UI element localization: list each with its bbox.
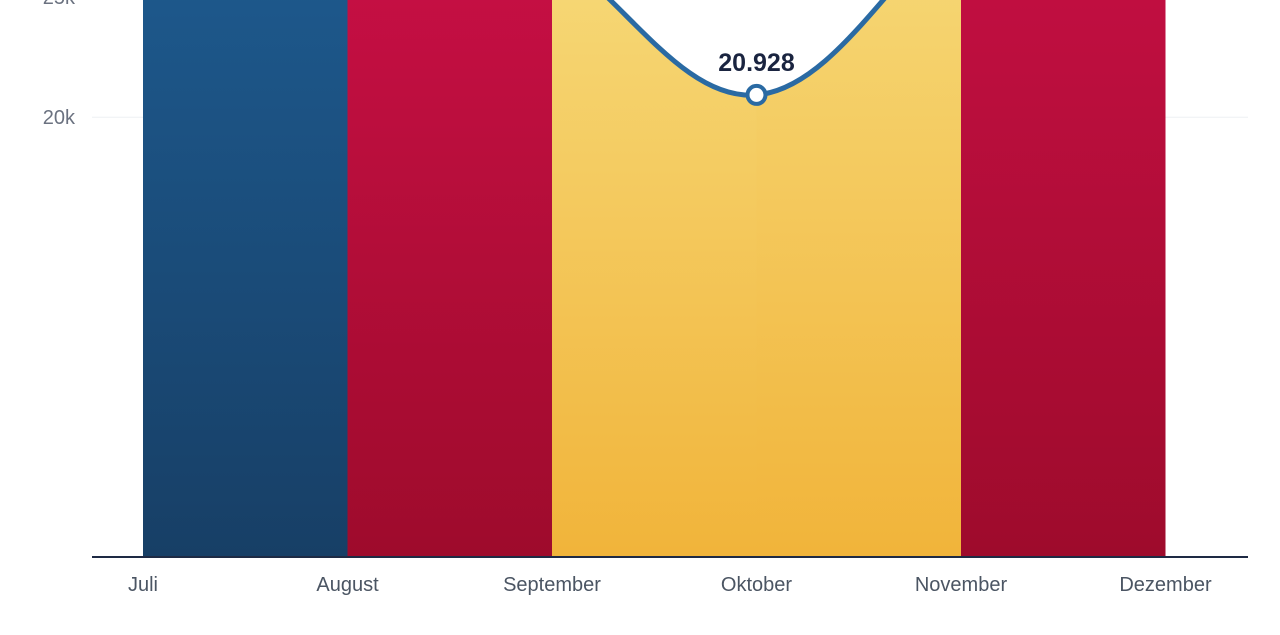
data-point-oktober (745, 83, 768, 106)
x-tick-label-oktober: Oktober (721, 574, 792, 596)
x-tick-label-september: September (503, 574, 601, 596)
x-tick-label-august: August (316, 574, 379, 596)
data-points (745, 83, 768, 106)
area-segment-november (961, 0, 1166, 557)
x-tick-label-juli: Juli (128, 574, 158, 596)
line-segment (606, 0, 759, 98)
series-line (606, 0, 887, 98)
area-segment-september (552, 0, 757, 557)
line-segment (754, 0, 887, 98)
data-label-oktober: 20.928 (718, 49, 795, 77)
area-segment-juli (143, 0, 348, 557)
data-labels: 26.01432.18526.94120.92828.36435.930 (718, 49, 795, 77)
x-axis-ticks: Juli August September Oktober November Dezemb… (128, 574, 1212, 596)
area-segments (143, 0, 1166, 557)
area-segment-august (347, 0, 552, 557)
y-tick-label: 20k (43, 107, 76, 129)
y-axis-ticks: 20k25k30k35k (43, 0, 76, 129)
x-tick-label-november: November (915, 574, 1008, 596)
x-tick-label-dezember: Dezember (1119, 574, 1212, 596)
y-tick-label: 25k (43, 0, 76, 9)
area-segment-oktober (756, 0, 961, 557)
